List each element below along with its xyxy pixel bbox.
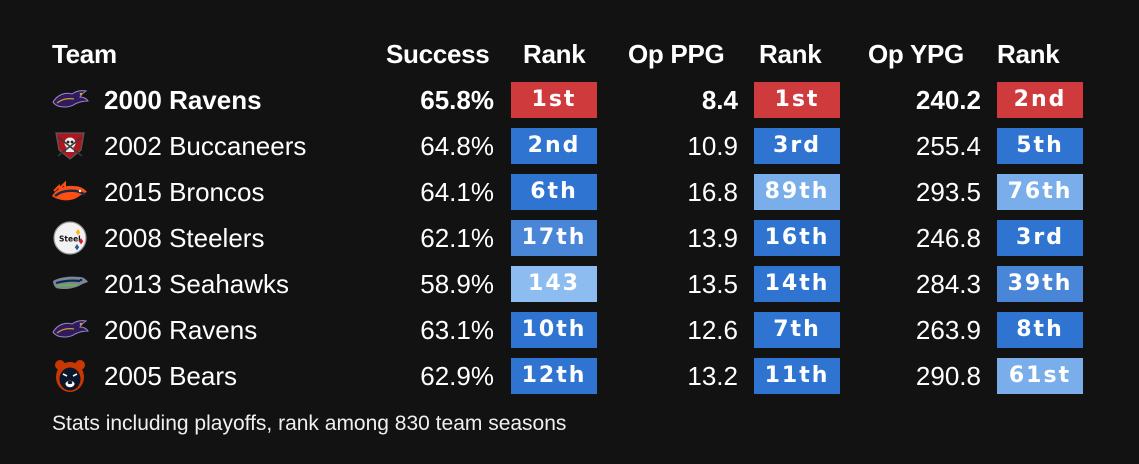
success-value: 58.9%	[420, 269, 494, 299]
table-row: 2005 Bears 62.9% 12th 13.2 11th 290.8 61st	[0, 358, 1139, 394]
team-name: 2008 Steelers	[104, 223, 265, 253]
team-name: 2005 Bears	[104, 361, 237, 391]
table-row: 2000 Ravens 65.8% 1st 8.4 1st 240.2 2nd	[0, 82, 1139, 118]
op-ypg-rank-badge: 3rd	[997, 220, 1083, 256]
success-value: 65.8%	[420, 85, 494, 115]
op-ppg-value: 13.9	[687, 223, 738, 253]
op-ppg-rank-badge: 1st	[754, 82, 840, 118]
success-rank-badge: 17th	[511, 220, 597, 256]
op-ppg-value: 10.9	[687, 131, 738, 161]
success-rank-badge: 10th	[511, 312, 597, 348]
op-ppg-rank-badge: 3rd	[754, 128, 840, 164]
op-ppg-rank-badge: 16th	[754, 220, 840, 256]
op-ppg-value: 13.2	[687, 361, 738, 391]
svg-text:Steel: Steel	[59, 235, 81, 244]
op-ypg-value: 255.4	[915, 131, 981, 161]
team-name: 2000 Ravens	[104, 85, 262, 115]
op-ypg-value: 246.8	[915, 223, 981, 253]
success-value: 62.1%	[420, 223, 494, 253]
op-ypg-rank-badge: 2nd	[997, 82, 1083, 118]
team-name: 2002 Buccaneers	[104, 131, 307, 161]
op-ypg-rank-badge: 8th	[997, 312, 1083, 348]
header-success-rank: Rank	[523, 39, 586, 69]
op-ypg-value: 293.5	[915, 177, 981, 207]
success-rank-badge: 6th	[511, 174, 597, 210]
op-ppg-rank-badge: 89th	[754, 174, 840, 210]
header-success: Success	[386, 39, 490, 69]
success-value: 64.8%	[420, 131, 494, 161]
op-ypg-value: 284.3	[915, 269, 981, 299]
table-row: Steel 2008 Steelers 62.1% 17th 13.9 16th 246.8…	[0, 220, 1139, 256]
header-op-ppg: Op PPG	[628, 39, 725, 69]
op-ppg-value: 12.6	[687, 315, 738, 345]
success-value: 64.1%	[420, 177, 494, 207]
success-value: 63.1%	[420, 315, 494, 345]
success-rank-badge: 2nd	[511, 128, 597, 164]
op-ppg-rank-badge: 7th	[754, 312, 840, 348]
team-name: 2006 Ravens	[104, 315, 258, 345]
team-name: 2015 Broncos	[104, 177, 265, 207]
success-value: 62.9%	[420, 361, 494, 391]
op-ypg-value: 263.9	[915, 315, 981, 345]
op-ppg-value: 8.4	[701, 85, 738, 115]
table-row: 2015 Broncos 64.1% 6th 16.8 89th 293.5 76th	[0, 174, 1139, 210]
success-rank-badge: 1st	[511, 82, 597, 118]
header-op-ppg-rank: Rank	[759, 39, 822, 69]
buccaneers-logo-icon	[50, 128, 90, 164]
op-ppg-value: 13.5	[687, 269, 738, 299]
op-ypg-value: 240.2	[915, 85, 981, 115]
op-ypg-value: 290.8	[915, 361, 981, 391]
broncos-logo-icon	[50, 174, 90, 210]
table-row: 2006 Ravens 63.1% 10th 12.6 7th 263.9 8th	[0, 312, 1139, 348]
table-row: 2013 Seahawks 58.9% 143 13.5 14th 284.3 39th	[0, 266, 1139, 302]
seahawks-logo-icon	[50, 266, 90, 302]
success-rank-badge: 12th	[511, 358, 597, 394]
op-ppg-rank-badge: 14th	[754, 266, 840, 302]
steelers-logo-icon: Steel	[50, 220, 90, 256]
ravens-logo-icon	[50, 312, 90, 348]
header-op-ypg-rank: Rank	[997, 39, 1060, 69]
op-ypg-rank-badge: 61st	[997, 358, 1083, 394]
op-ypg-rank-badge: 76th	[997, 174, 1083, 210]
bears-logo-icon	[50, 358, 90, 394]
header-op-ypg: Op YPG	[868, 39, 964, 69]
op-ppg-value: 16.8	[687, 177, 738, 207]
op-ypg-rank-badge: 5th	[997, 128, 1083, 164]
header-team: Team	[52, 39, 117, 69]
table-row: 2002 Buccaneers 64.8% 2nd 10.9 3rd 255.4 5th	[0, 128, 1139, 164]
team-name: 2013 Seahawks	[104, 269, 290, 299]
ravens-logo-icon	[50, 82, 90, 118]
footnote: Stats including playoffs, rank among 830…	[52, 412, 567, 435]
op-ypg-rank-badge: 39th	[997, 266, 1083, 302]
op-ppg-rank-badge: 11th	[754, 358, 840, 394]
success-rank-badge: 143	[511, 266, 597, 302]
